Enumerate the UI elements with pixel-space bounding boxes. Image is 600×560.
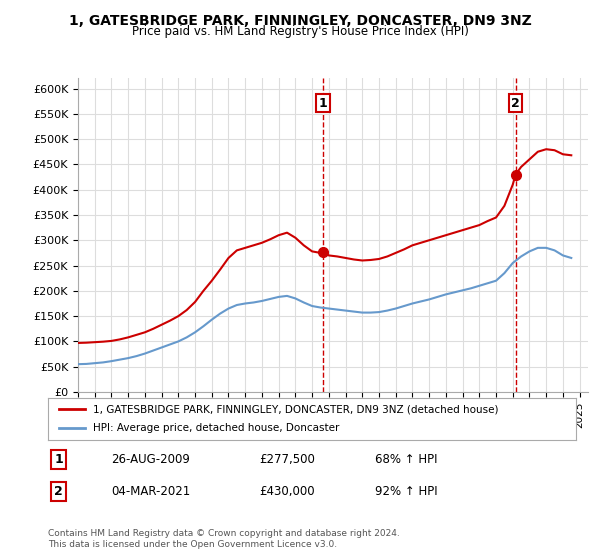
Text: 26-AUG-2009: 26-AUG-2009	[112, 453, 190, 466]
Text: 2: 2	[511, 97, 520, 110]
Text: 1: 1	[54, 453, 63, 466]
Text: £277,500: £277,500	[259, 453, 315, 466]
Text: 2: 2	[54, 485, 63, 498]
Text: Contains HM Land Registry data © Crown copyright and database right 2024.
This d: Contains HM Land Registry data © Crown c…	[48, 529, 400, 549]
Text: 04-MAR-2021: 04-MAR-2021	[112, 485, 191, 498]
Text: HPI: Average price, detached house, Doncaster: HPI: Average price, detached house, Donc…	[93, 423, 339, 433]
Text: Price paid vs. HM Land Registry's House Price Index (HPI): Price paid vs. HM Land Registry's House …	[131, 25, 469, 38]
Text: 1: 1	[319, 97, 328, 110]
Text: 92% ↑ HPI: 92% ↑ HPI	[376, 485, 438, 498]
Text: 1, GATESBRIDGE PARK, FINNINGLEY, DONCASTER, DN9 3NZ: 1, GATESBRIDGE PARK, FINNINGLEY, DONCAST…	[68, 14, 532, 28]
Text: £430,000: £430,000	[259, 485, 315, 498]
Text: 68% ↑ HPI: 68% ↑ HPI	[376, 453, 438, 466]
Text: 1, GATESBRIDGE PARK, FINNINGLEY, DONCASTER, DN9 3NZ (detached house): 1, GATESBRIDGE PARK, FINNINGLEY, DONCAST…	[93, 404, 499, 414]
